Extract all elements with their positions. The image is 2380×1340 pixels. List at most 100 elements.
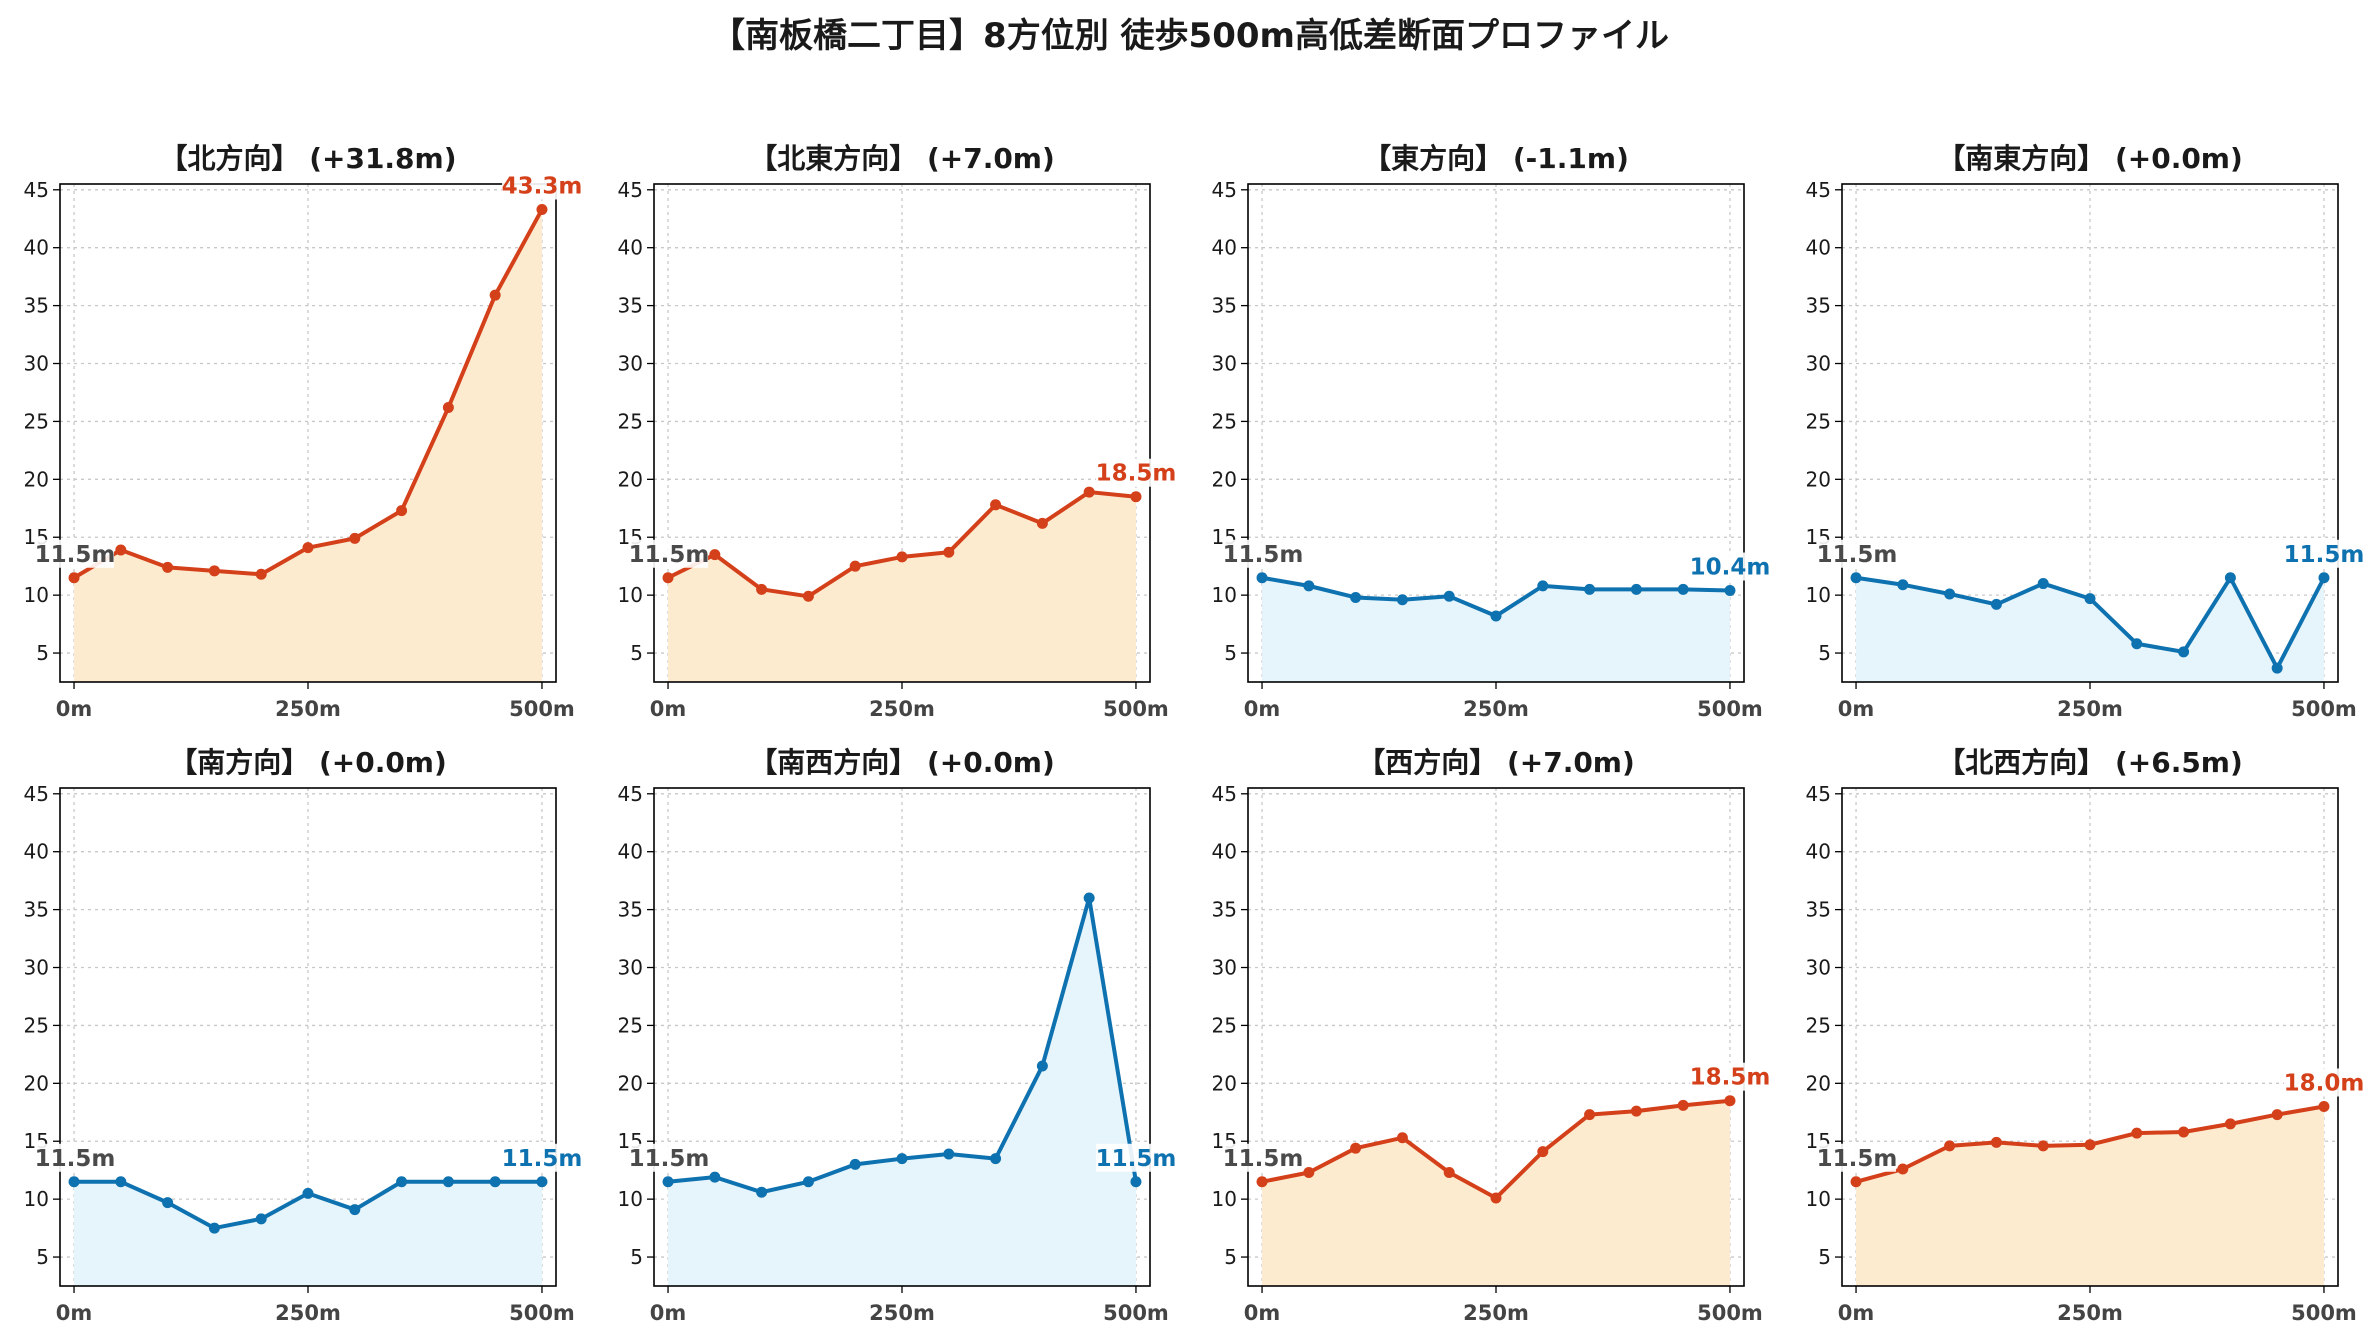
start-label-box: [630, 539, 709, 568]
x-tick-label: 500m: [2291, 697, 2357, 721]
y-tick-label: 30: [1212, 352, 1237, 376]
data-point: [255, 568, 267, 580]
y-tick-label: 25: [24, 1013, 49, 1037]
data-point: [1537, 580, 1549, 592]
data-point: [1677, 1099, 1689, 1111]
y-tick-label: 25: [1806, 409, 1831, 433]
data-point: [990, 1153, 1002, 1165]
y-tick-label: 30: [24, 956, 49, 980]
start-label: 11.5m: [1817, 1146, 1898, 1172]
y-tick-label: 40: [24, 840, 49, 864]
data-point: [536, 1176, 548, 1188]
start-label: 11.5m: [35, 542, 116, 568]
end-label: 18.5m: [1690, 1065, 1771, 1091]
data-point: [208, 565, 220, 577]
data-point: [943, 1148, 955, 1160]
y-tick-label: 25: [1212, 1013, 1237, 1037]
y-tick-label: 45: [1212, 782, 1237, 806]
data-point: [1396, 594, 1408, 606]
data-point: [1490, 610, 1502, 622]
data-point: [1443, 1167, 1455, 1179]
x-tick-label: 250m: [1463, 697, 1529, 721]
x-tick-label: 0m: [1838, 1301, 1875, 1325]
elevation-area: [74, 209, 542, 682]
data-point: [1083, 486, 1095, 498]
data-point: [1256, 572, 1268, 584]
data-point: [2037, 1140, 2049, 1152]
data-point: [2131, 638, 2143, 650]
end-label-box: [501, 171, 582, 200]
data-point: [1944, 1140, 1956, 1152]
end-label-box: [1095, 458, 1176, 487]
data-point: [896, 1153, 908, 1165]
y-tick-label: 10: [1212, 1187, 1237, 1211]
data-point: [1584, 1109, 1596, 1121]
y-tick-label: 10: [24, 1187, 49, 1211]
y-tick-label: 35: [1806, 294, 1831, 318]
data-point: [1584, 583, 1596, 595]
chart-title: 【北東方向】 (+7.0m): [749, 142, 1055, 175]
y-tick-label: 45: [1212, 178, 1237, 202]
data-point: [1256, 1176, 1268, 1188]
data-point: [2318, 1100, 2330, 1112]
chart-title: 【北方向】 (+31.8m): [159, 142, 456, 175]
data-point: [1443, 590, 1455, 602]
data-point: [2271, 1109, 2283, 1121]
elevation-area: [1262, 577, 1730, 682]
start-label: 11.5m: [1223, 1146, 1304, 1172]
y-tick-label: 40: [618, 840, 643, 864]
start-label-box: [1818, 539, 1897, 568]
y-tick-label: 20: [1212, 467, 1237, 491]
start-label-box: [1818, 1143, 1897, 1172]
end-label: 18.0m: [2284, 1070, 2365, 1096]
data-point: [442, 1176, 454, 1188]
y-tick-label: 10: [618, 583, 643, 607]
x-tick-label: 0m: [650, 1301, 687, 1325]
elevation-area: [1262, 1100, 1730, 1286]
elevation-area: [668, 492, 1136, 682]
data-point: [849, 1158, 861, 1170]
y-tick-label: 10: [1806, 1187, 1831, 1211]
end-label: 18.5m: [1096, 461, 1177, 487]
x-tick-label: 0m: [650, 697, 687, 721]
y-tick-label: 20: [1806, 467, 1831, 491]
data-point: [662, 1176, 674, 1188]
data-point: [68, 572, 80, 584]
y-tick-label: 35: [1212, 294, 1237, 318]
start-label: 11.5m: [629, 1146, 710, 1172]
chart-title: 【東方向】 (-1.1m): [1363, 142, 1629, 175]
data-point: [2178, 646, 2190, 658]
y-tick-label: 25: [1806, 1013, 1831, 1037]
data-point: [162, 561, 174, 573]
data-point: [2318, 572, 2330, 584]
y-tick-label: 5: [630, 1245, 643, 1269]
data-point: [2271, 662, 2283, 674]
main-title: 【南板橋二丁目】8方位別 徒歩500m高低差断面プロファイル: [711, 16, 1669, 56]
data-point: [489, 1176, 501, 1188]
y-tick-label: 20: [1806, 1071, 1831, 1095]
data-point: [990, 499, 1002, 511]
data-point: [2084, 1139, 2096, 1151]
data-point: [115, 1176, 127, 1188]
y-tick-label: 30: [618, 352, 643, 376]
data-point: [1630, 583, 1642, 595]
data-point: [536, 203, 548, 215]
data-point: [302, 542, 314, 554]
y-tick-label: 45: [24, 782, 49, 806]
data-point: [756, 1186, 768, 1198]
data-point: [1036, 1060, 1048, 1072]
data-point: [849, 560, 861, 572]
data-point: [1990, 1136, 2002, 1148]
y-tick-label: 35: [24, 294, 49, 318]
y-tick-label: 5: [1818, 641, 1831, 665]
data-point: [349, 532, 361, 544]
data-point: [1897, 1163, 1909, 1175]
chart-title: 【西方向】 (+7.0m): [1357, 746, 1635, 779]
x-tick-label: 250m: [275, 697, 341, 721]
